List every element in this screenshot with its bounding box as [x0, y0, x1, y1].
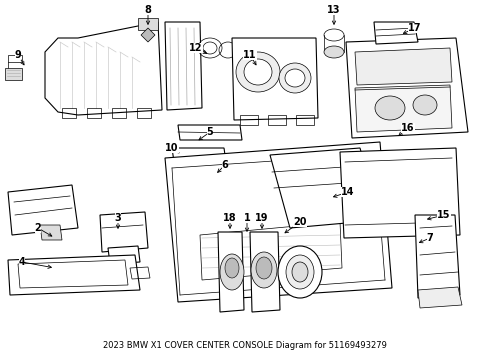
Text: 15: 15: [437, 210, 451, 220]
Text: 2023 BMW X1 COVER CENTER CONSOLE Diagram for 51169493279: 2023 BMW X1 COVER CENTER CONSOLE Diagram…: [103, 341, 387, 350]
Polygon shape: [346, 38, 468, 138]
Polygon shape: [218, 232, 244, 312]
Polygon shape: [165, 142, 392, 302]
Ellipse shape: [292, 262, 308, 282]
Polygon shape: [250, 232, 280, 312]
Ellipse shape: [244, 59, 272, 85]
Polygon shape: [8, 185, 78, 235]
Text: 12: 12: [189, 43, 203, 53]
Ellipse shape: [324, 29, 344, 41]
Ellipse shape: [278, 246, 322, 298]
Text: 1: 1: [244, 213, 250, 223]
Polygon shape: [141, 28, 155, 42]
Ellipse shape: [225, 258, 239, 278]
Ellipse shape: [224, 169, 252, 187]
Polygon shape: [178, 125, 242, 140]
Text: 4: 4: [19, 257, 25, 267]
Text: 5: 5: [207, 127, 213, 137]
Polygon shape: [355, 48, 452, 85]
Polygon shape: [40, 225, 62, 240]
Ellipse shape: [220, 254, 244, 290]
Text: 14: 14: [341, 187, 355, 197]
Ellipse shape: [375, 96, 405, 120]
Text: 19: 19: [255, 213, 269, 223]
Ellipse shape: [413, 95, 437, 115]
Text: 10: 10: [165, 143, 179, 153]
Text: 8: 8: [145, 5, 151, 15]
Ellipse shape: [251, 252, 277, 288]
Text: 3: 3: [115, 213, 122, 223]
Ellipse shape: [285, 69, 305, 87]
Polygon shape: [340, 148, 460, 238]
Polygon shape: [270, 148, 380, 228]
Text: 18: 18: [223, 213, 237, 223]
Text: 20: 20: [293, 217, 307, 227]
Ellipse shape: [216, 164, 260, 192]
Ellipse shape: [286, 255, 314, 289]
Polygon shape: [138, 18, 158, 30]
Text: 11: 11: [243, 50, 257, 60]
Polygon shape: [418, 287, 462, 308]
Text: 16: 16: [401, 123, 415, 133]
Polygon shape: [100, 212, 148, 252]
Polygon shape: [232, 38, 318, 120]
Polygon shape: [415, 215, 460, 298]
Ellipse shape: [236, 52, 280, 92]
Text: 13: 13: [327, 5, 341, 15]
Polygon shape: [8, 255, 140, 295]
Polygon shape: [200, 158, 280, 194]
Text: 2: 2: [35, 223, 41, 233]
Ellipse shape: [324, 46, 344, 58]
Ellipse shape: [256, 257, 272, 279]
Polygon shape: [108, 246, 140, 264]
Polygon shape: [374, 22, 418, 44]
Text: 7: 7: [427, 233, 433, 243]
Polygon shape: [355, 85, 452, 132]
Ellipse shape: [279, 63, 311, 93]
Text: 9: 9: [15, 50, 22, 60]
Polygon shape: [45, 22, 162, 115]
Text: 17: 17: [408, 23, 422, 33]
Polygon shape: [165, 22, 202, 110]
Text: 6: 6: [221, 160, 228, 170]
Polygon shape: [172, 148, 226, 162]
Polygon shape: [5, 68, 22, 80]
